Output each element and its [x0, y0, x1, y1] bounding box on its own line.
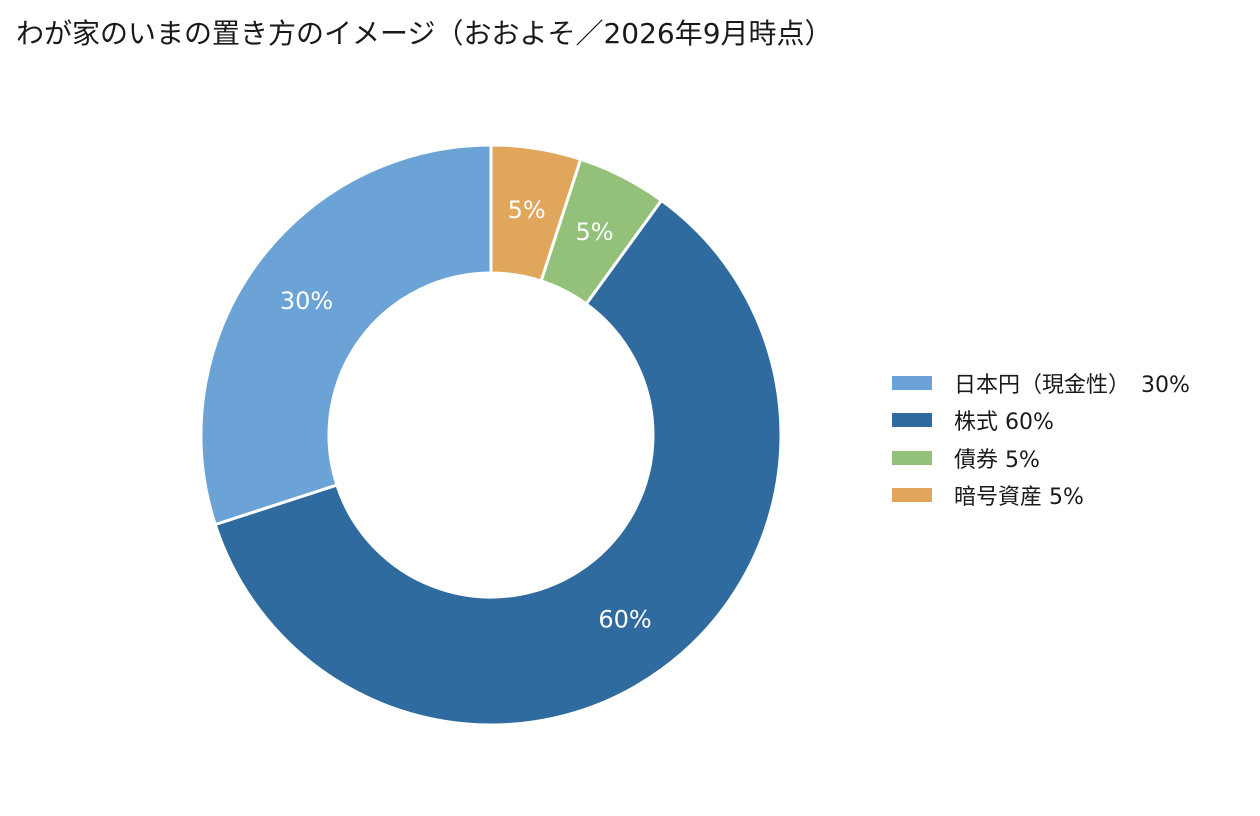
data-label-stocks: 60% [598, 606, 651, 634]
legend-swatch-stocks [892, 413, 932, 428]
legend-item-crypto: 暗号資産 5% [892, 477, 1190, 515]
data-label-bonds: 5% [575, 218, 613, 246]
chart-title: わが家のいまの置き方のイメージ（おおよそ／2026年9月時点） [16, 17, 833, 50]
donut-slices [199, 143, 783, 727]
data-label-crypto: 5% [508, 196, 546, 224]
legend: 日本円（現金性） 30% 株式 60% 債券 5% 暗号資産 5% [892, 364, 1190, 514]
legend-swatch-yen [892, 375, 932, 390]
legend-swatch-bonds [892, 450, 932, 465]
slice-yen [199, 143, 493, 527]
legend-item-yen: 日本円（現金性） 30% [892, 364, 1190, 402]
legend-label-bonds: 債券 5% [954, 447, 1040, 473]
legend-swatch-crypto [892, 488, 932, 503]
data-label-yen: 30% [280, 287, 333, 315]
legend-label-stocks: 株式 60% [954, 410, 1054, 436]
legend-item-stocks: 株式 60% [892, 402, 1190, 440]
legend-label-crypto: 暗号資産 5% [954, 485, 1084, 511]
slice-crypto [489, 143, 583, 283]
legend-label-yen: 日本円（現金性） 30% [954, 372, 1190, 398]
donut-data-labels: 30% 60% 5% 5% [280, 196, 652, 634]
slice-stocks [213, 198, 783, 727]
legend-item-bonds: 債券 5% [892, 439, 1190, 477]
